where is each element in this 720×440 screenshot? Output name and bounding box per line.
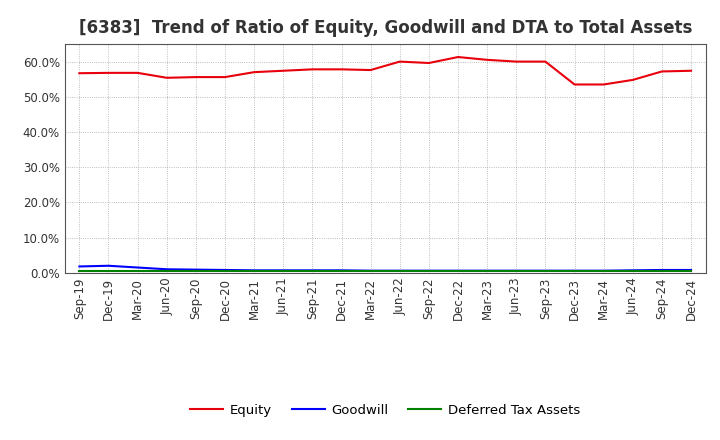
Equity (395, 59, 404, 64)
Equity (337, 67, 346, 72)
Line: Equity: Equity (79, 57, 691, 84)
Deferred Tax Assets (687, 269, 696, 274)
Deferred Tax Assets (75, 269, 84, 274)
Equity (687, 68, 696, 73)
Legend: Equity, Goodwill, Deferred Tax Assets: Equity, Goodwill, Deferred Tax Assets (185, 398, 585, 422)
Equity (163, 75, 171, 81)
Goodwill (512, 268, 521, 273)
Deferred Tax Assets (308, 269, 317, 274)
Equity (483, 57, 492, 62)
Goodwill (133, 265, 142, 270)
Goodwill (570, 268, 579, 273)
Goodwill (279, 268, 287, 273)
Goodwill (337, 268, 346, 273)
Goodwill (366, 268, 375, 273)
Equity (570, 82, 579, 87)
Line: Goodwill: Goodwill (79, 266, 691, 271)
Equity (220, 74, 229, 80)
Deferred Tax Assets (454, 269, 462, 274)
Equity (192, 74, 200, 80)
Goodwill (220, 268, 229, 273)
Deferred Tax Assets (163, 269, 171, 274)
Deferred Tax Assets (570, 269, 579, 274)
Deferred Tax Assets (395, 269, 404, 274)
Equity (541, 59, 550, 64)
Goodwill (657, 268, 666, 273)
Deferred Tax Assets (599, 269, 608, 274)
Goodwill (629, 268, 637, 273)
Goodwill (75, 264, 84, 269)
Goodwill (687, 268, 696, 273)
Deferred Tax Assets (337, 269, 346, 274)
Equity (629, 77, 637, 83)
Equity (366, 67, 375, 73)
Equity (75, 70, 84, 76)
Deferred Tax Assets (541, 269, 550, 274)
Deferred Tax Assets (133, 269, 142, 274)
Equity (279, 68, 287, 73)
Goodwill (308, 268, 317, 273)
Goodwill (163, 267, 171, 272)
Goodwill (483, 268, 492, 273)
Goodwill (250, 268, 258, 273)
Deferred Tax Assets (104, 269, 113, 274)
Goodwill (599, 268, 608, 273)
Equity (104, 70, 113, 76)
Deferred Tax Assets (366, 269, 375, 274)
Deferred Tax Assets (629, 269, 637, 274)
Deferred Tax Assets (220, 269, 229, 274)
Goodwill (454, 268, 462, 273)
Equity (308, 67, 317, 72)
Equity (599, 82, 608, 87)
Equity (425, 60, 433, 66)
Deferred Tax Assets (250, 269, 258, 274)
Equity (512, 59, 521, 64)
Equity (250, 70, 258, 75)
Equity (133, 70, 142, 76)
Deferred Tax Assets (425, 269, 433, 274)
Goodwill (104, 263, 113, 268)
Title: [6383]  Trend of Ratio of Equity, Goodwill and DTA to Total Assets: [6383] Trend of Ratio of Equity, Goodwil… (78, 19, 692, 37)
Deferred Tax Assets (192, 269, 200, 274)
Equity (657, 69, 666, 74)
Goodwill (425, 268, 433, 273)
Deferred Tax Assets (483, 269, 492, 274)
Goodwill (395, 268, 404, 273)
Deferred Tax Assets (657, 269, 666, 274)
Equity (454, 55, 462, 60)
Goodwill (541, 268, 550, 273)
Deferred Tax Assets (512, 269, 521, 274)
Deferred Tax Assets (279, 269, 287, 274)
Goodwill (192, 267, 200, 272)
